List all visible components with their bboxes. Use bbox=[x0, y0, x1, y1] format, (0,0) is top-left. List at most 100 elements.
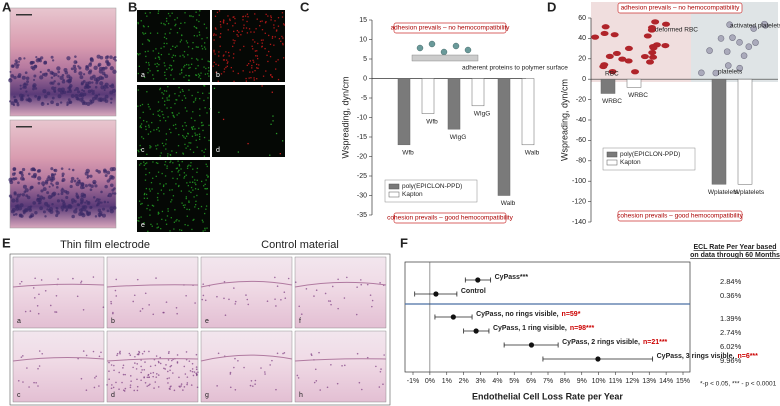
cell bbox=[193, 196, 195, 198]
nucleus bbox=[170, 364, 173, 367]
nucleus bbox=[85, 354, 88, 357]
nucleus bbox=[168, 387, 171, 390]
nucleus bbox=[80, 82, 84, 86]
cell bbox=[198, 127, 200, 129]
nucleus bbox=[13, 75, 17, 80]
nucleus bbox=[20, 96, 24, 99]
image-label: h bbox=[299, 392, 303, 399]
nucleus bbox=[12, 103, 16, 107]
nucleus bbox=[88, 211, 91, 214]
cell bbox=[172, 45, 174, 47]
cell bbox=[143, 192, 146, 195]
value-label: 2.84% bbox=[720, 277, 742, 286]
cell bbox=[163, 193, 165, 195]
cell bbox=[232, 25, 234, 27]
cell bbox=[145, 187, 148, 190]
cell bbox=[186, 208, 188, 210]
nucleus bbox=[54, 86, 57, 89]
nucleus bbox=[70, 67, 74, 71]
row-name: CyPass, 2 rings visible, bbox=[562, 339, 640, 346]
column-header: ECL Rate Per Year based on data through 6… bbox=[690, 244, 780, 259]
nucleus bbox=[147, 373, 150, 376]
cell bbox=[166, 107, 168, 109]
nucleus bbox=[27, 94, 30, 97]
nucleus bbox=[16, 103, 20, 107]
x-tick-label: 2% bbox=[459, 378, 469, 385]
nucleus bbox=[63, 68, 68, 73]
cell bbox=[144, 32, 147, 35]
cell bbox=[190, 15, 192, 17]
nucleus bbox=[68, 76, 73, 80]
nucleus bbox=[33, 172, 37, 177]
cell bbox=[149, 214, 151, 216]
tissue-edge bbox=[106, 284, 199, 288]
nucleus bbox=[71, 214, 75, 219]
nucleus bbox=[29, 310, 32, 312]
cell bbox=[188, 75, 190, 77]
point bbox=[450, 314, 456, 320]
platelet bbox=[706, 47, 713, 54]
cell bbox=[242, 16, 244, 18]
nucleus bbox=[73, 60, 78, 65]
nucleus bbox=[57, 75, 60, 78]
cell bbox=[181, 125, 184, 127]
cell bbox=[185, 74, 187, 77]
bar-category-label: WRBC bbox=[628, 92, 648, 99]
cell bbox=[161, 218, 163, 221]
cell bbox=[152, 161, 154, 163]
nucleus bbox=[76, 295, 79, 298]
nucleus bbox=[146, 376, 149, 379]
nucleus bbox=[169, 369, 171, 372]
cell bbox=[183, 50, 186, 53]
legend-label: Kapton bbox=[620, 159, 641, 166]
cell bbox=[165, 148, 167, 150]
nucleus bbox=[97, 64, 101, 67]
nucleus bbox=[68, 89, 72, 94]
image-label: c bbox=[17, 392, 21, 399]
nucleus bbox=[50, 182, 53, 185]
nucleus bbox=[34, 277, 36, 280]
cell bbox=[170, 74, 172, 76]
nucleus bbox=[26, 80, 30, 84]
nucleus bbox=[55, 102, 60, 107]
cell bbox=[155, 162, 158, 164]
nucleus bbox=[24, 310, 27, 313]
cell bbox=[159, 115, 161, 117]
nucleus bbox=[70, 94, 75, 98]
nucleus bbox=[254, 383, 256, 385]
cell bbox=[206, 193, 208, 195]
platelet bbox=[726, 21, 733, 28]
cell bbox=[167, 210, 169, 212]
cell bbox=[189, 66, 191, 69]
nucleus bbox=[75, 181, 80, 187]
row-label: CyPass, no rings visible, n=59* bbox=[476, 311, 581, 318]
nucleus bbox=[103, 84, 108, 90]
bar bbox=[626, 78, 642, 88]
cell bbox=[194, 188, 197, 190]
y-tick-label: 40 bbox=[578, 35, 586, 42]
nucleus bbox=[106, 384, 108, 386]
platelet bbox=[724, 62, 732, 69]
cell bbox=[157, 114, 160, 116]
nucleus bbox=[108, 370, 110, 372]
cell bbox=[182, 204, 185, 207]
cell bbox=[193, 25, 196, 28]
cell bbox=[179, 91, 182, 93]
cell bbox=[154, 57, 157, 59]
rbc bbox=[601, 24, 610, 30]
cell bbox=[273, 44, 275, 46]
nucleus bbox=[33, 74, 37, 78]
nucleus bbox=[175, 306, 178, 309]
cell bbox=[203, 66, 205, 68]
cell bbox=[181, 68, 183, 71]
nucleus bbox=[54, 311, 56, 313]
nucleus bbox=[133, 294, 136, 297]
cell bbox=[249, 60, 252, 62]
nucleus bbox=[32, 60, 35, 64]
nucleus bbox=[118, 371, 120, 374]
cell bbox=[247, 142, 249, 145]
cell bbox=[140, 162, 142, 165]
cell bbox=[164, 164, 166, 166]
nucleus bbox=[116, 352, 119, 355]
